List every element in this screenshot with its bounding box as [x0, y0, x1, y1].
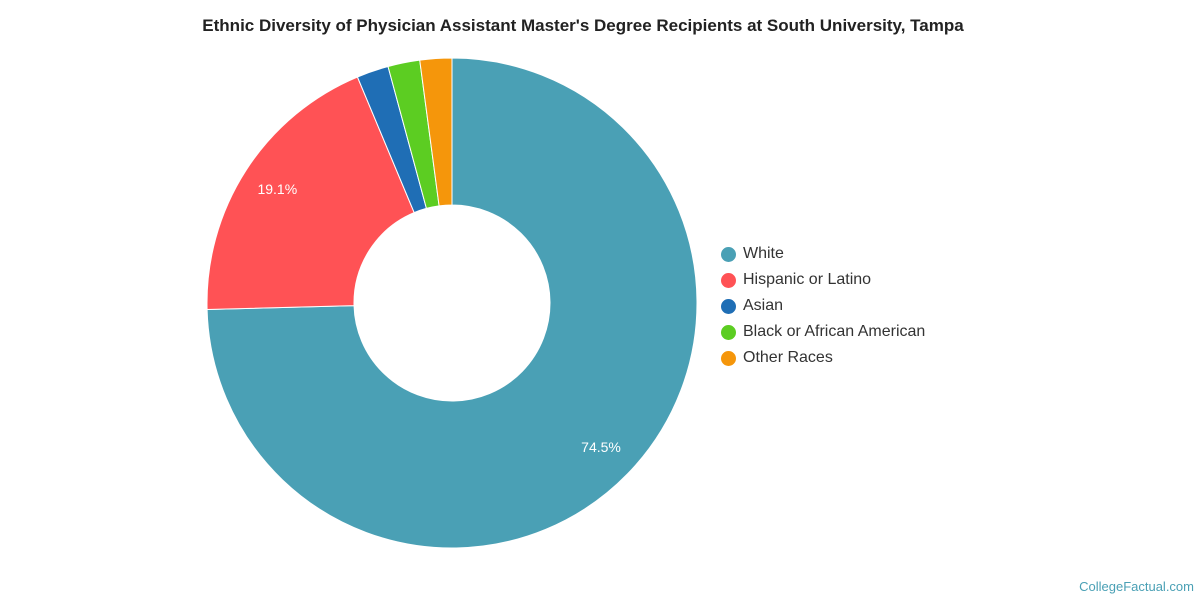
data-labels: 74.5% 19.1%: [257, 181, 620, 455]
chart-legend: White Hispanic or Latino Asian Black or Afr…: [721, 241, 925, 371]
data-label-white: 74.5%: [581, 439, 621, 455]
legend-swatch-icon: [721, 298, 736, 314]
legend-swatch-icon: [721, 324, 736, 340]
slice-hispanic-or-latino[interactable]: [206, 76, 415, 311]
legend-item-other-races[interactable]: Other Races: [721, 345, 925, 371]
legend-item-hispanic-or-latino[interactable]: Hispanic or Latino: [721, 267, 925, 293]
source-credit[interactable]: CollegeFactual.com: [1079, 579, 1194, 594]
legend-label: Other Races: [743, 349, 833, 366]
legend-item-asian[interactable]: Asian: [721, 293, 925, 319]
legend-swatch-icon: [721, 246, 736, 262]
chart-title: Ethnic Diversity of Physician Assistant …: [202, 16, 964, 35]
legend-label: White: [743, 245, 784, 262]
legend-item-white[interactable]: White: [721, 241, 925, 267]
legend-item-black-or-african-american[interactable]: Black or African American: [721, 319, 925, 345]
data-label-hispanic-or-latino: 19.1%: [257, 181, 297, 197]
legend-label: Hispanic or Latino: [743, 271, 872, 288]
slice-other-races[interactable]: [419, 57, 453, 207]
slice-white[interactable]: [206, 57, 698, 549]
legend-label: Asian: [743, 297, 784, 314]
donut-slices: [206, 57, 698, 549]
legend-label: Black or African American: [743, 323, 926, 340]
legend-swatch-icon: [721, 350, 736, 366]
legend-swatch-icon: [721, 272, 736, 288]
